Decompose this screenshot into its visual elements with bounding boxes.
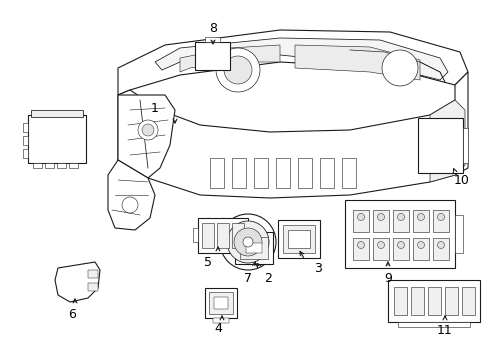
Bar [372, 238, 388, 260]
Bar [352, 238, 368, 260]
Bar [235, 232, 272, 264]
Bar [195, 42, 229, 70]
Bar [287, 230, 309, 248]
Text: 10: 10 [453, 174, 469, 186]
Bar [297, 158, 311, 188]
Bar [28, 115, 86, 163]
Bar [213, 318, 228, 323]
Circle shape [216, 48, 260, 92]
Bar [214, 297, 227, 309]
Bar [283, 225, 314, 253]
Bar [231, 158, 245, 188]
Bar [45, 163, 54, 168]
Bar [462, 128, 467, 163]
Circle shape [243, 237, 252, 247]
Bar [204, 288, 237, 318]
Bar [417, 118, 462, 173]
Bar [217, 223, 228, 248]
Bar [278, 220, 319, 258]
Circle shape [122, 197, 138, 213]
Bar [432, 210, 448, 232]
Text: 11: 11 [436, 324, 452, 337]
Circle shape [234, 228, 262, 256]
Circle shape [437, 213, 444, 220]
Polygon shape [118, 72, 467, 198]
Text: 6: 6 [68, 309, 76, 321]
Bar [427, 287, 440, 315]
Bar [198, 218, 247, 253]
Bar [231, 223, 244, 248]
Bar [319, 158, 333, 188]
Bar [57, 163, 66, 168]
Bar [444, 287, 457, 315]
Text: 8: 8 [208, 22, 217, 35]
Bar [393, 287, 406, 315]
Text: 9: 9 [383, 271, 391, 284]
Bar [397, 322, 469, 327]
Bar [23, 149, 28, 158]
Circle shape [220, 214, 275, 270]
Text: 5: 5 [203, 256, 212, 269]
Bar [432, 238, 448, 260]
Bar [372, 210, 388, 232]
Bar [275, 158, 289, 188]
Circle shape [397, 213, 404, 220]
Bar [253, 158, 267, 188]
Polygon shape [180, 45, 280, 72]
Circle shape [381, 50, 417, 86]
Text: 3: 3 [313, 261, 321, 274]
Bar [193, 228, 198, 242]
Bar [412, 210, 428, 232]
Circle shape [142, 124, 154, 136]
Text: 7: 7 [244, 271, 251, 284]
Circle shape [377, 213, 384, 220]
Circle shape [437, 242, 444, 248]
Bar [208, 292, 232, 314]
Bar [461, 287, 474, 315]
Circle shape [417, 242, 424, 248]
Polygon shape [108, 160, 155, 230]
Bar [345, 200, 454, 268]
Bar [88, 283, 98, 291]
Bar [88, 270, 98, 278]
Text: 1: 1 [151, 102, 159, 114]
Bar [410, 287, 423, 315]
Circle shape [226, 221, 268, 263]
Polygon shape [294, 45, 419, 80]
Polygon shape [118, 30, 467, 95]
Text: 2: 2 [264, 271, 271, 284]
Bar [33, 163, 42, 168]
Bar [202, 223, 214, 248]
Bar [392, 210, 408, 232]
Circle shape [224, 56, 251, 84]
Bar [341, 158, 355, 188]
Bar [352, 210, 368, 232]
Polygon shape [118, 95, 175, 178]
Bar [245, 243, 262, 253]
Bar [23, 136, 28, 145]
Circle shape [357, 213, 364, 220]
Bar [387, 280, 479, 322]
Bar [31, 110, 83, 117]
Bar [209, 158, 224, 188]
Circle shape [397, 242, 404, 248]
Bar [240, 237, 267, 259]
Bar [69, 163, 78, 168]
Polygon shape [155, 38, 447, 80]
Bar [392, 238, 408, 260]
Circle shape [417, 213, 424, 220]
Polygon shape [55, 262, 100, 302]
Circle shape [138, 120, 158, 140]
Polygon shape [429, 100, 464, 182]
Bar [412, 238, 428, 260]
Bar [204, 37, 220, 42]
Circle shape [377, 242, 384, 248]
Bar [454, 215, 462, 253]
Circle shape [357, 242, 364, 248]
Text: 4: 4 [214, 321, 222, 334]
Bar [23, 123, 28, 132]
